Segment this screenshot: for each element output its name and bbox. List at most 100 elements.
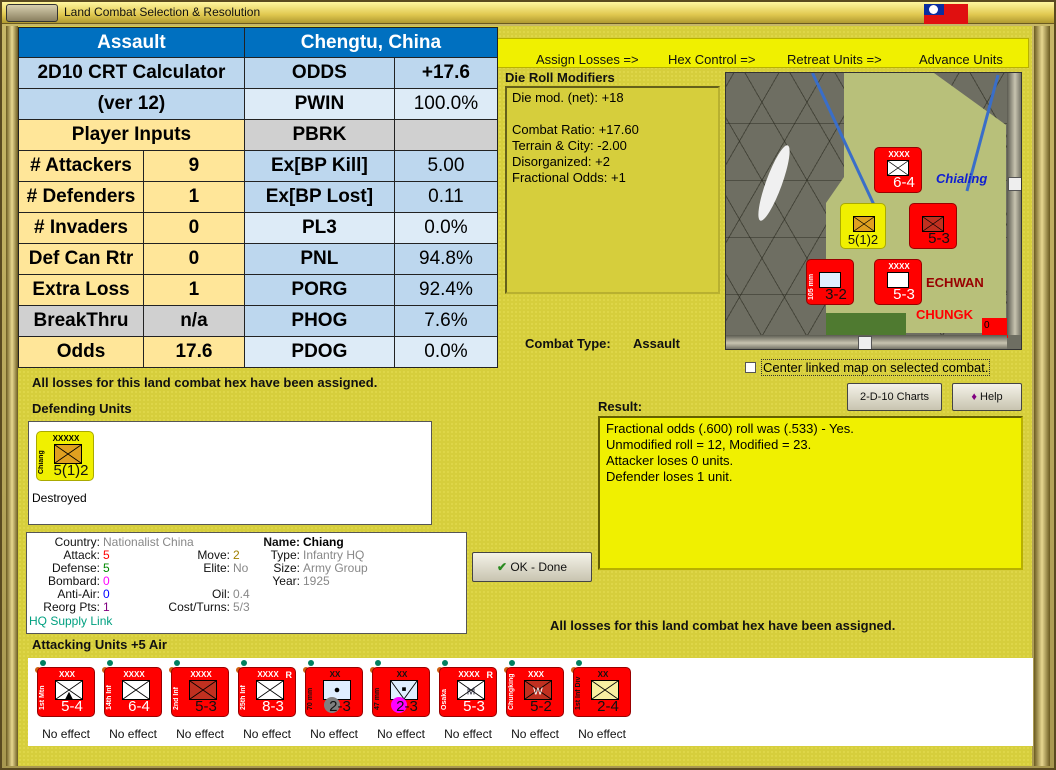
- in-value: 17.6: [143, 336, 245, 368]
- mech-icon: M: [457, 680, 485, 700]
- attacker-unit[interactable]: XXXX 2nd Inf 5-3: [171, 667, 229, 717]
- attacker-unit[interactable]: XX 1st Inf Div 2-4: [573, 667, 631, 717]
- linked-map[interactable]: Chialing ECHWAN CHUNGK XXXX 6-4 5-3 5(1)2…: [725, 72, 1022, 350]
- info-key: Country:: [54, 535, 100, 549]
- supply-dot-icon: [509, 660, 515, 666]
- charts-button[interactable]: 2-D-10 Charts: [847, 383, 942, 411]
- supply-dot-icon: [576, 660, 582, 666]
- info-key: Bombard:: [47, 574, 100, 588]
- info-reorg: 1: [103, 600, 110, 614]
- out-value: 0.0%: [393, 212, 499, 244]
- out-label: ODDS: [243, 57, 395, 89]
- info-attack: 5: [103, 548, 110, 562]
- step-assign-losses[interactable]: Assign Losses =>: [536, 52, 639, 67]
- unit-size: XXXX: [458, 670, 480, 679]
- info-key: Reorg Pts:: [43, 600, 100, 614]
- map-unit-2nd-inf[interactable]: 5-3: [909, 203, 957, 249]
- scroll-thumb[interactable]: [858, 336, 872, 349]
- hq-icon: [853, 216, 875, 232]
- unit-strength: 5-3: [893, 286, 915, 303]
- attacker-unit[interactable]: XXX 1st Mtn 5-4: [37, 667, 95, 717]
- map-vertical-scrollbar[interactable]: [1007, 73, 1021, 335]
- ok-done-button[interactable]: ✔ OK - Done: [472, 552, 592, 582]
- center-map-label[interactable]: Center linked map on selected combat.: [761, 359, 991, 376]
- attacker-unit[interactable]: XXX Chungking W. W 5-2: [506, 667, 564, 717]
- map-unit-105mm[interactable]: 105 mm 3-2: [806, 259, 854, 305]
- unit-strength: 6-4: [128, 698, 150, 715]
- map-corner-unit[interactable]: 0: [982, 318, 1008, 338]
- left-frame-bar: [6, 26, 18, 766]
- window-title: Land Combat Selection & Resolution: [64, 5, 261, 19]
- result-line: Attacker loses 0 units.: [606, 453, 734, 468]
- attacker-result: No effect: [243, 727, 291, 741]
- help-button[interactable]: ♦ Help: [952, 383, 1022, 411]
- unit-strength: 5-3: [928, 230, 950, 247]
- defender-result: Destroyed: [32, 491, 87, 505]
- right-frame-scrollbar[interactable]: [1034, 26, 1050, 766]
- phase-steps-bar: Assign Losses => Hex Control => Retreat …: [497, 38, 1029, 68]
- svg-text:M: M: [467, 687, 476, 698]
- unit-size: XX: [396, 670, 408, 679]
- out-value: 92.4%: [393, 274, 499, 306]
- in-value: n/a: [143, 305, 245, 337]
- info-key: Year:: [272, 574, 300, 588]
- unit-size: XXXX: [888, 150, 910, 159]
- center-map-checkbox[interactable]: [745, 362, 756, 373]
- in-label: BreakThru: [18, 305, 144, 337]
- unit-flag: R: [285, 670, 293, 680]
- map-unit-osaka[interactable]: XXXX 5-3: [874, 259, 922, 305]
- unit-size: XXXX: [123, 670, 145, 679]
- out-label: Ex[BP Lost]: [243, 181, 395, 213]
- in-label: # Invaders: [18, 212, 144, 244]
- step-retreat-units[interactable]: Retreat Units =>: [787, 52, 882, 67]
- map-unit-chiang[interactable]: 5(1)2: [840, 203, 886, 249]
- unit-size: XXX: [527, 670, 544, 679]
- supply-dot-icon: [40, 660, 46, 666]
- map-unit-14th-inf[interactable]: XXXX 6-4: [874, 147, 922, 193]
- step-hex-control[interactable]: Hex Control =>: [668, 52, 756, 67]
- out-value: 94.8%: [393, 243, 499, 275]
- die-line: Die mod. (net): +18: [512, 90, 624, 105]
- info-oil: 0.4: [233, 587, 250, 601]
- attacker-unit[interactable]: XXXX Osaka M R 5-3: [439, 667, 497, 717]
- out-label: PL3: [243, 212, 395, 244]
- info-elite: No: [233, 561, 249, 575]
- unit-size: XXX: [58, 670, 75, 679]
- info-key: Attack:: [63, 548, 100, 562]
- step-advance-units[interactable]: Advance Units: [919, 52, 1003, 67]
- attacker-result: No effect: [578, 727, 626, 741]
- in-label: # Attackers: [18, 150, 144, 182]
- attacker-result: No effect: [511, 727, 559, 741]
- out-value: 7.6%: [393, 305, 499, 337]
- attacker-unit[interactable]: XXXX 14th Inf 6-4: [104, 667, 162, 717]
- window-menu-button[interactable]: [6, 4, 58, 22]
- out-value: +17.6: [393, 57, 499, 89]
- attacker-unit[interactable]: XX 47 mm 2-3: [372, 667, 430, 717]
- unit-size: XXXXX: [52, 434, 80, 443]
- info-antiair: 0: [103, 587, 110, 601]
- die-roll-modifiers-box: Die mod. (net): +18 Combat Ratio: +17.60…: [505, 86, 720, 294]
- out-label: Ex[BP Kill]: [243, 150, 395, 182]
- inf-yellow-icon: [591, 680, 619, 700]
- info-key: Move:: [197, 548, 230, 562]
- mech-infantry-icon: [887, 272, 909, 288]
- info-country: Nationalist China: [103, 535, 194, 549]
- map-horizontal-scrollbar[interactable]: [726, 335, 1007, 349]
- unit-name: 105 mm: [808, 273, 815, 300]
- result-line: Unmodified roll = 12, Modified = 23.: [606, 437, 812, 452]
- in-label: Extra Loss: [18, 274, 144, 306]
- defending-units-title: Defending Units: [32, 401, 132, 416]
- title-bar: Land Combat Selection & Resolution: [2, 2, 1054, 24]
- attacker-unit[interactable]: XX 70 mm 2-3: [305, 667, 363, 717]
- scroll-thumb[interactable]: [1008, 177, 1021, 191]
- infantry-icon: [922, 216, 944, 232]
- info-year: 1925: [303, 574, 330, 588]
- defender-unit-chiang[interactable]: XXXXX Chiang 5(1)2: [36, 431, 94, 481]
- attacker-unit[interactable]: XXXX 25th Inf R 8-3: [238, 667, 296, 717]
- crt-calculator-table: Assault Chengtu, China 2D10 CRT Calculato…: [18, 27, 499, 368]
- info-key: Oil:: [212, 587, 230, 601]
- status-bottom: All losses for this land combat hex have…: [550, 618, 896, 633]
- hq-supply-link[interactable]: HQ Supply Link: [29, 614, 113, 628]
- unit-flag: R: [486, 670, 494, 680]
- inf-icon: [122, 680, 150, 700]
